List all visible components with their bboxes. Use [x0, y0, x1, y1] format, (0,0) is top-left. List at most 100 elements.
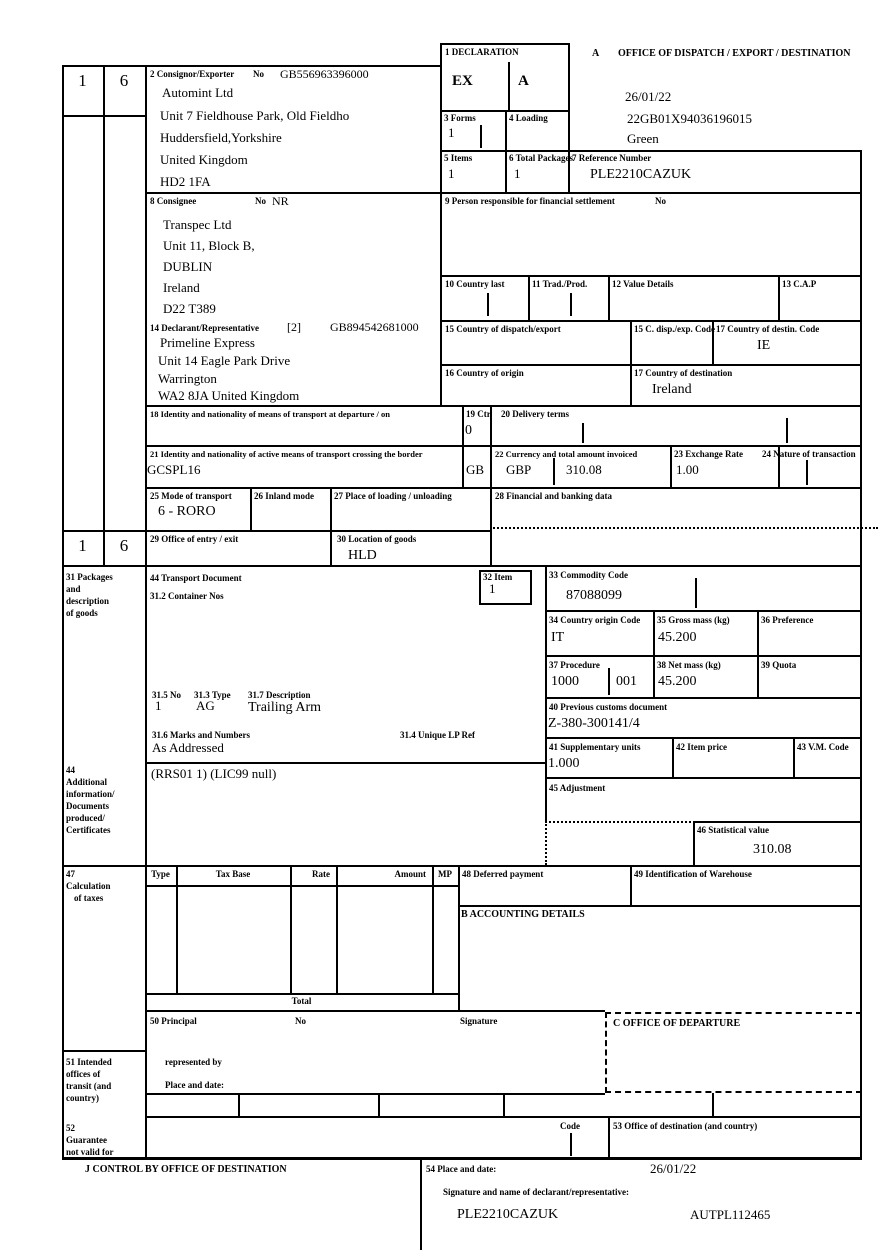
box14-address-line: WA2 8JA United Kingdom [158, 388, 300, 403]
box31-4-label: 31.4 Unique LP Ref [400, 730, 476, 740]
box14-address-line: Unit 14 Eagle Park Drive [158, 353, 291, 368]
section-c-title: C OFFICE OF DEPARTURE [613, 1018, 741, 1029]
box52-code-label: Code [560, 1121, 580, 1131]
box23-label: 23 Exchange Rate [674, 449, 743, 459]
box22-currency: GBP [506, 462, 532, 477]
border-line [545, 655, 862, 657]
box21-nationality: GB [466, 462, 485, 477]
border-line [62, 65, 440, 67]
border-line [712, 1093, 714, 1116]
box7-value: PLE2210CAZUK [590, 167, 692, 182]
border-line [545, 737, 862, 739]
tick-mark [582, 423, 584, 443]
border-line [757, 610, 759, 697]
border-line [145, 1010, 605, 1012]
box37-value1: 1000 [551, 674, 579, 689]
box31-5-value: 1 [155, 698, 162, 713]
box8-address-line: D22 T389 [163, 301, 216, 316]
box14-eori: GB894542681000 [330, 320, 419, 334]
box17-label: 17 Country of destination [634, 368, 733, 378]
box35-label: 35 Gross mass (kg) [657, 615, 730, 625]
border-line [545, 565, 547, 821]
box7-label: 7 Reference Number [572, 153, 652, 163]
box3-label: 3 Forms [444, 113, 476, 123]
border-line [508, 62, 510, 110]
border-line [778, 445, 780, 487]
box50-place-date: Place and date: [165, 1080, 224, 1090]
box50-label: 50 Principal [150, 1016, 197, 1026]
copy-number-right: 6 [119, 71, 129, 90]
border-line [176, 865, 178, 993]
box9-label: 9 Person responsible for financial settl… [445, 196, 615, 206]
border-line [793, 737, 795, 777]
box34-value: IT [551, 630, 565, 645]
border-line [145, 445, 862, 447]
border-line [62, 865, 862, 867]
dotted-line [545, 821, 547, 865]
box2-no-label: No [253, 69, 264, 79]
box2-label: 2 Consignor/Exporter [150, 69, 235, 79]
box51-strip-label: transit (and [66, 1081, 112, 1091]
box14-code: [2] [287, 320, 301, 334]
box50-no-label: No [295, 1016, 306, 1026]
border-line [378, 1093, 380, 1116]
tax-total-label: Total [291, 996, 312, 1006]
border-line [145, 1116, 862, 1118]
section-a-date: 26/01/22 [625, 89, 672, 104]
box47-strip-label: 47 [66, 869, 75, 879]
border-line [653, 610, 655, 697]
office-of-departure-box [605, 1012, 862, 1093]
box31-strip-label: description [66, 596, 110, 606]
box8-label: 8 Consignee [150, 196, 197, 206]
box31-3-value: AG [196, 698, 215, 713]
box31-strip-label: of goods [66, 608, 98, 618]
box2-address-line: HD2 1FA [160, 174, 211, 189]
border-line [145, 885, 458, 887]
box15c-label: 15 C. disp./exp. Code [634, 324, 716, 334]
border-line [145, 762, 545, 764]
box40-value: Z-380-300141/4 [548, 716, 640, 731]
box18-label: 18 Identity and nationality of means of … [150, 409, 390, 419]
dotted-line [545, 821, 695, 823]
box5-value: 1 [448, 166, 455, 181]
border-line [440, 110, 568, 112]
box31-6-label: 31.6 Marks and Numbers [152, 730, 251, 740]
box44-value: (RRS01 1) (LIC99 null) [151, 766, 277, 781]
box29-label: 29 Office of entry / exit [150, 534, 239, 544]
box6-value: 1 [514, 166, 521, 181]
border-line [336, 865, 338, 993]
border-line [778, 275, 780, 320]
box25-label: 25 Mode of transport [150, 491, 232, 501]
tick-mark [487, 293, 489, 316]
section-b-title: B ACCOUNTING DETAILS [461, 909, 585, 920]
tick-mark [480, 125, 482, 148]
box39-label: 39 Quota [761, 660, 797, 670]
tax-header-rate: Rate [312, 869, 330, 879]
tick-mark [553, 458, 555, 485]
dotted-line [490, 527, 878, 529]
border-line [62, 65, 64, 1158]
border-line [528, 275, 530, 320]
copy-number-left: 1 [78, 71, 87, 90]
box21-label: 21 Identity and nationality of active me… [150, 449, 423, 459]
box33-label: 33 Commodity Code [549, 570, 628, 580]
section-j-title: J CONTROL BY OFFICE OF DESTINATION [85, 1164, 287, 1175]
box44-transport-doc-label: 44 Transport Document [150, 573, 242, 583]
box30-label: 30 Location of goods [337, 534, 417, 544]
box21-value: GCSPL16 [147, 462, 201, 477]
box48-label: 48 Deferred payment [462, 869, 544, 879]
box2-address-line: Automint Ltd [162, 85, 234, 100]
box52-strip-label: 52 [66, 1123, 75, 1133]
border-line [290, 865, 292, 993]
box14-label: 14 Declarant/Representative [150, 323, 260, 333]
border-line [462, 405, 464, 487]
box38-label: 38 Net mass (kg) [657, 660, 721, 670]
border-line [440, 65, 442, 405]
box1-label: 1 DECLARATION [445, 47, 519, 57]
box31-3-label: 31.3 Type [194, 690, 231, 700]
box40-label: 40 Previous customs document [549, 702, 668, 712]
box8-address-line: DUBLIN [163, 259, 213, 274]
section-a-title: OFFICE OF DISPATCH / EXPORT / DESTINATIO… [618, 48, 851, 59]
box51-strip-label: country) [66, 1093, 99, 1103]
border-line [458, 865, 460, 1010]
